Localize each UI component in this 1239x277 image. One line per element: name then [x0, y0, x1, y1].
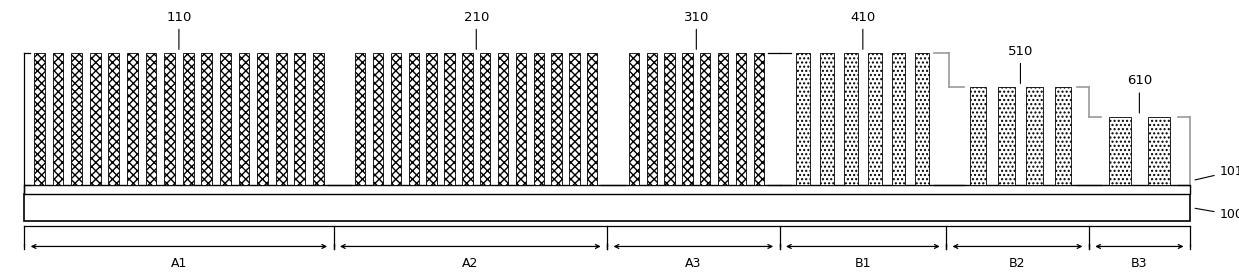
Text: A2: A2	[462, 257, 478, 270]
Bar	[736, 53, 746, 185]
Bar	[183, 53, 193, 185]
Text: A1: A1	[171, 257, 187, 270]
Bar	[1054, 87, 1070, 185]
Bar	[258, 53, 268, 185]
Bar	[867, 53, 882, 185]
Bar	[1026, 87, 1043, 185]
Bar	[202, 53, 212, 185]
Bar	[892, 53, 906, 185]
Bar	[498, 53, 508, 185]
Bar	[664, 53, 675, 185]
Bar	[970, 87, 986, 185]
Bar	[109, 53, 119, 185]
Bar	[753, 53, 764, 185]
Bar	[373, 53, 383, 185]
Bar	[647, 53, 657, 185]
Text: 110: 110	[166, 11, 192, 49]
Bar	[53, 53, 63, 185]
Bar	[534, 53, 544, 185]
Bar	[72, 53, 82, 185]
Bar	[276, 53, 286, 185]
Bar	[844, 53, 857, 185]
Bar	[683, 53, 693, 185]
Bar	[25, 194, 1189, 221]
Bar	[1147, 117, 1170, 185]
Bar	[295, 53, 305, 185]
Text: 101: 101	[1196, 165, 1239, 180]
Bar	[221, 53, 230, 185]
Bar	[587, 53, 597, 185]
Bar	[628, 53, 639, 185]
Bar	[1109, 117, 1131, 185]
Bar	[820, 53, 834, 185]
Bar	[462, 53, 472, 185]
Bar	[128, 53, 138, 185]
Bar	[479, 53, 491, 185]
Bar	[313, 53, 323, 185]
Text: B2: B2	[1010, 257, 1026, 270]
Bar	[390, 53, 401, 185]
Text: 100: 100	[1196, 208, 1239, 221]
Bar	[239, 53, 249, 185]
Text: 210: 210	[463, 11, 489, 49]
Bar	[445, 53, 455, 185]
Text: 610: 610	[1126, 74, 1152, 113]
Bar	[551, 53, 561, 185]
Text: B1: B1	[855, 257, 871, 270]
Text: B3: B3	[1131, 257, 1147, 270]
Bar	[165, 53, 175, 185]
Bar	[569, 53, 580, 185]
Text: 410: 410	[850, 11, 876, 49]
Text: 510: 510	[1007, 45, 1033, 83]
Bar	[90, 53, 100, 185]
Bar	[146, 53, 156, 185]
Bar	[700, 53, 710, 185]
Bar	[409, 53, 419, 185]
Bar	[35, 53, 45, 185]
Bar	[426, 53, 437, 185]
Text: A3: A3	[685, 257, 701, 270]
Bar	[916, 53, 929, 185]
Bar	[25, 185, 1189, 194]
Text: 310: 310	[684, 11, 709, 49]
Bar	[717, 53, 729, 185]
Bar	[999, 87, 1015, 185]
Bar	[356, 53, 366, 185]
Bar	[515, 53, 527, 185]
Bar	[797, 53, 810, 185]
